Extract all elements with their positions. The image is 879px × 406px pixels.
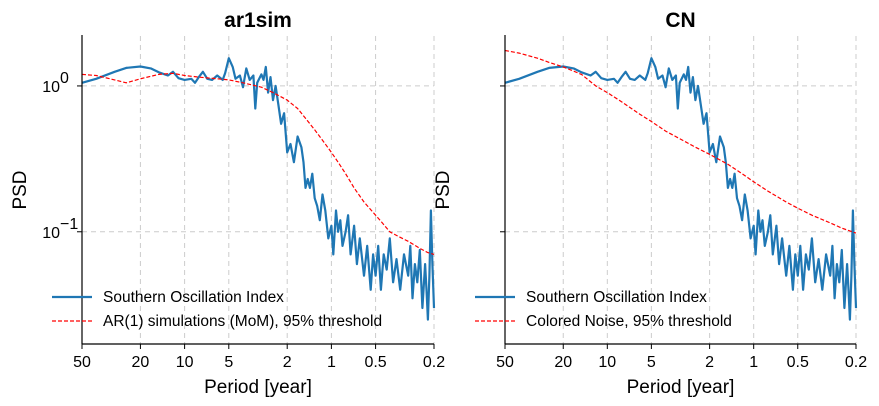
chart-panel-2: 50 20 10 5 2 1 0.5 0.2 CN Period [year] PSD Souther… [433, 9, 867, 398]
legend-label: Colored Noise, 95% threshold [526, 313, 732, 330]
soi-series-line [504, 57, 858, 321]
y-axis-label: PSD [10, 170, 31, 209]
x-tick-label: 20 [132, 354, 150, 371]
x-tick-label: 50 [496, 354, 514, 371]
y-axis-label: PSD [433, 170, 454, 209]
y-tick-exponent: 0 [60, 70, 69, 87]
legend: Southern Oscillation Index AR(1) simulati… [52, 289, 382, 330]
y-tick-label: 10 [42, 225, 60, 242]
legend: Southern Oscillation Index Colored Noise,… [475, 289, 732, 330]
x-tick-label: 5 [224, 354, 233, 371]
threshold-series-line [81, 72, 435, 255]
x-tick-label: 0.5 [364, 354, 386, 371]
x-tick-label: 2 [705, 354, 714, 371]
x-tick-label: 0.2 [845, 354, 867, 371]
x-tick-label: 2 [283, 354, 292, 371]
threshold-series-line [504, 49, 857, 234]
y-tick-exponent: −1 [60, 216, 78, 233]
y-tick-label: 10 [42, 79, 60, 96]
x-axis-label: Period [year] [627, 377, 735, 398]
legend-label: Southern Oscillation Index [526, 289, 707, 306]
x-tick-label: 10 [598, 354, 616, 371]
chart-title: ar1sim [224, 9, 292, 32]
x-axis-label: Period [year] [204, 377, 312, 398]
legend-label: AR(1) simulations (MoM), 95% threshold [103, 313, 382, 330]
x-tick-label: 1 [749, 354, 758, 371]
x-tick-label: 0.2 [423, 354, 445, 371]
chart-title: CN [665, 9, 695, 32]
x-tick-label: 5 [647, 354, 656, 371]
x-tick-label: 10 [176, 354, 194, 371]
legend-label: Southern Oscillation Index [103, 289, 284, 306]
x-tick-label: 50 [73, 354, 91, 371]
x-tick-label: 0.5 [787, 354, 809, 371]
soi-series-line [81, 57, 436, 321]
x-tick-label: 20 [554, 354, 572, 371]
x-tick-label: 1 [327, 354, 336, 371]
